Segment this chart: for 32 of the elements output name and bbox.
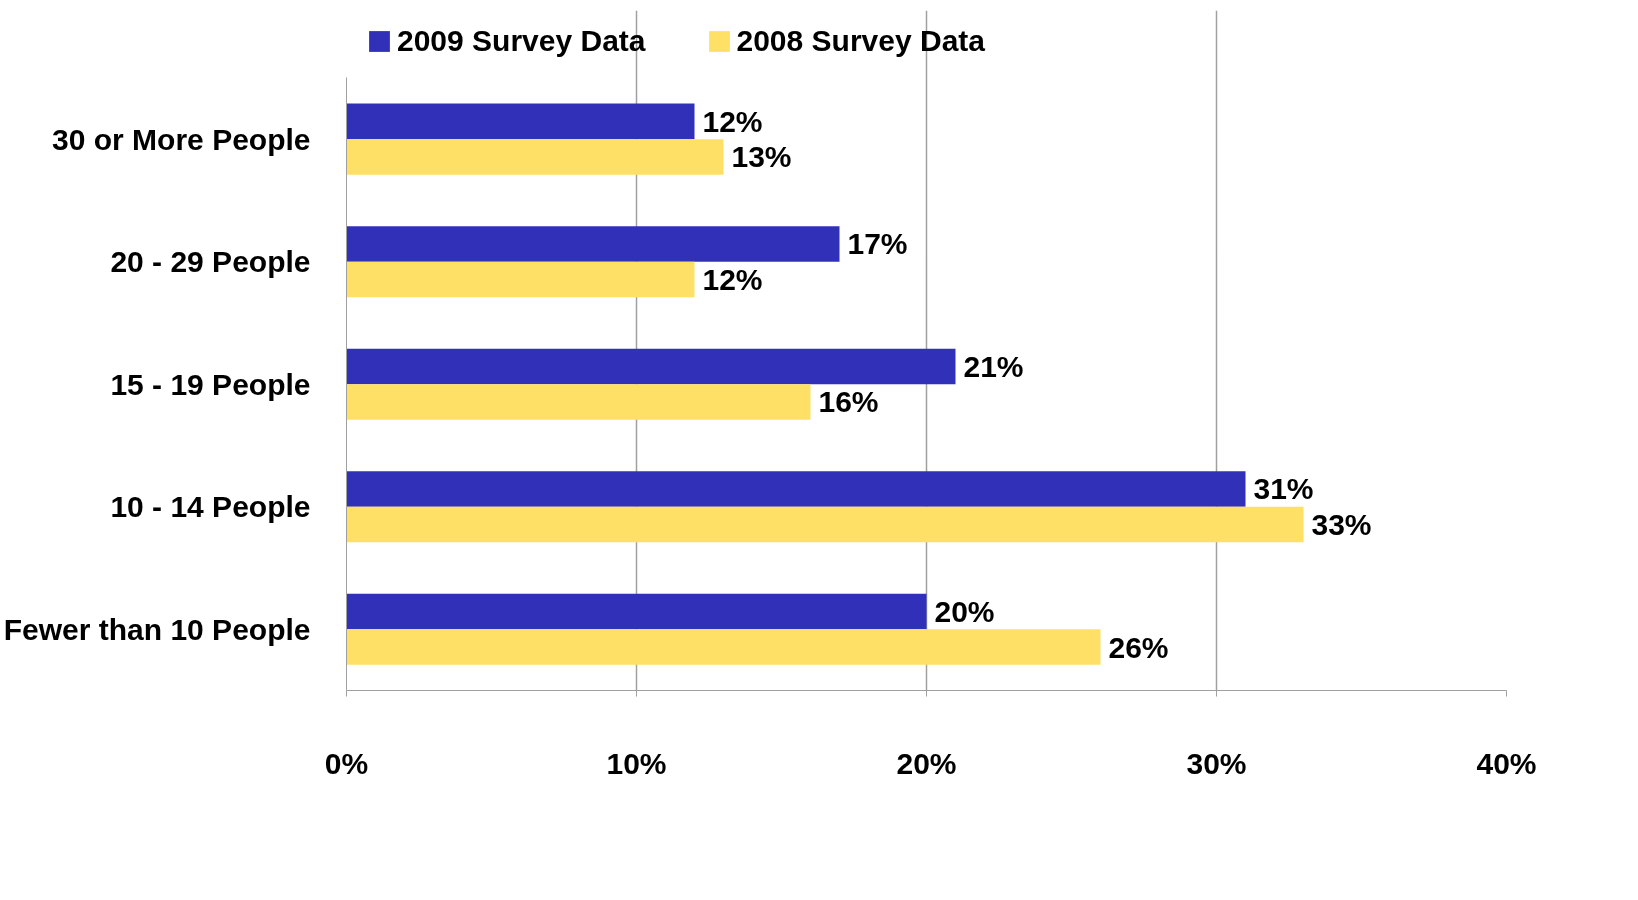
bar xyxy=(346,629,1101,665)
data-label: 12% xyxy=(702,262,763,296)
legend-label: 2009 Survey Data xyxy=(397,24,646,58)
x-tick-label: 10% xyxy=(606,746,667,780)
x-tick-label: 20% xyxy=(896,746,957,780)
data-label: 12% xyxy=(702,104,763,138)
x-tick-label: 30% xyxy=(1186,746,1247,780)
y-tick-label: 10 - 14 People xyxy=(110,490,311,524)
data-label: 31% xyxy=(1253,472,1314,506)
legend-label: 2008 Survey Data xyxy=(736,24,985,58)
x-tick-label: 0% xyxy=(324,746,369,780)
y-tick-label: 20 - 29 People xyxy=(110,245,311,279)
y-tick-label: Fewer than 10 People xyxy=(3,612,311,646)
bar xyxy=(346,593,927,630)
bar xyxy=(346,139,724,175)
bar xyxy=(346,103,695,140)
data-label: 21% xyxy=(963,349,1024,383)
data-label: 13% xyxy=(731,140,792,174)
data-label: 26% xyxy=(1108,630,1169,664)
bar xyxy=(346,348,956,385)
y-tick-label: 15 - 19 People xyxy=(110,367,311,401)
data-label: 33% xyxy=(1311,507,1372,541)
bar xyxy=(346,261,695,298)
bar xyxy=(346,471,1246,507)
x-tick-label: 40% xyxy=(1476,746,1537,780)
bar xyxy=(346,506,1304,543)
data-label: 17% xyxy=(847,227,908,261)
data-label: 16% xyxy=(818,385,879,419)
bar xyxy=(346,384,811,420)
bar xyxy=(346,226,840,262)
data-label: 20% xyxy=(934,594,995,628)
y-tick-label: 30 or More People xyxy=(52,122,311,156)
